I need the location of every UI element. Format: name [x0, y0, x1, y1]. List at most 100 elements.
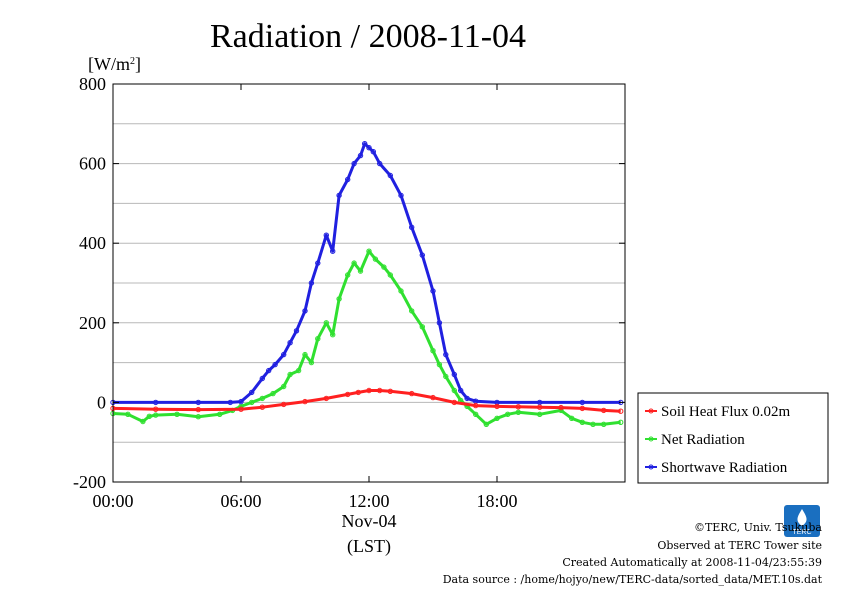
data-point [443, 351, 449, 358]
x-tick-label: 18:00 [476, 491, 517, 511]
data-point [377, 387, 383, 394]
data-point [494, 415, 500, 421]
data-point [281, 383, 287, 390]
data-point [505, 411, 511, 417]
data-point [451, 399, 457, 406]
data-point [601, 421, 607, 427]
data-point [336, 192, 342, 199]
data-point [308, 280, 315, 286]
data-point [537, 404, 543, 410]
data-point [366, 387, 372, 394]
data-point [366, 145, 372, 151]
data-point [125, 411, 131, 417]
series-1 [110, 248, 624, 427]
y-axis-ticks: 800 600 400 200 0 -200 [73, 74, 625, 492]
data-point [249, 399, 255, 406]
data-point [281, 351, 287, 358]
y-axis-unit-label: [W/m2] [88, 54, 141, 74]
data-point [537, 411, 543, 417]
data-point [302, 308, 308, 314]
data-point [409, 308, 415, 314]
series-line [113, 142, 621, 404]
data-point [174, 411, 180, 417]
data-point [398, 288, 404, 294]
data-point [579, 399, 585, 406]
series-0 [110, 387, 624, 414]
y-tick-label: 200 [79, 313, 106, 333]
data-point [153, 412, 159, 418]
x-axis-date-label: Nov-04 [342, 511, 397, 531]
data-point [357, 152, 364, 159]
data-point [153, 399, 159, 406]
data-point [387, 272, 393, 278]
data-point [618, 408, 624, 414]
data-point [558, 404, 564, 411]
data-point [515, 409, 521, 415]
terc-logo: TERC [784, 505, 820, 537]
data-point [217, 411, 223, 417]
data-point [315, 336, 321, 342]
data-point [409, 224, 415, 231]
data-point [195, 414, 202, 420]
data-point [315, 260, 321, 266]
data-point [436, 361, 443, 368]
copyright-text: ©TERC, Univ. Tsukuba [694, 521, 822, 534]
data-point [355, 389, 361, 396]
data-point [362, 141, 368, 147]
data-point [272, 361, 278, 368]
data-point [259, 404, 265, 410]
data-point [308, 359, 315, 366]
data-point [323, 395, 329, 402]
data-point [281, 401, 287, 408]
data-point [293, 328, 300, 334]
data-point [357, 268, 364, 274]
y-tick-label: 800 [79, 74, 106, 94]
created-text: Created Automatically at 2008-11-04/23:5… [562, 556, 822, 569]
data-point [195, 399, 202, 406]
water-drop-icon [797, 509, 807, 526]
data-point [153, 406, 159, 412]
data-point [409, 390, 415, 397]
data-point [330, 248, 336, 254]
legend-box [637, 392, 829, 484]
data-point [330, 332, 336, 338]
data-point [370, 149, 376, 155]
series-line [112, 389, 621, 413]
terc-logo-text: TERC [792, 529, 811, 536]
data-point [579, 419, 585, 425]
x-tick-label: 12:00 [348, 491, 389, 511]
y-tick-label: 400 [79, 233, 106, 253]
observed-text: Observed at TERC Tower site [657, 539, 822, 552]
data-point [436, 320, 443, 326]
data-point [259, 395, 265, 402]
data-point [569, 415, 575, 421]
data-point [443, 373, 449, 380]
data-point [430, 288, 436, 294]
data-point [295, 367, 302, 374]
data-point [372, 256, 379, 262]
x-tick-label: 06:00 [220, 491, 261, 511]
data-point [345, 176, 351, 183]
y-tick-label: -200 [73, 472, 106, 492]
x-axis-unit-label: (LST) [347, 536, 391, 557]
data-point [140, 418, 146, 425]
data-point [351, 160, 357, 167]
data-point [494, 403, 500, 410]
series-layer [110, 141, 624, 427]
data-point [238, 406, 244, 412]
legend-label: Shortwave Radiation [661, 460, 788, 476]
data-point [451, 387, 457, 394]
data-point [345, 391, 351, 398]
legend-swatch-dot [648, 464, 654, 470]
series-2 [110, 141, 624, 406]
data-point [323, 232, 329, 238]
data-point [515, 404, 521, 410]
data-point [377, 160, 383, 167]
data-point [287, 340, 293, 346]
data-point [398, 192, 404, 199]
data-point [419, 252, 425, 258]
data-point [451, 371, 457, 378]
data-point [323, 320, 329, 326]
y-tick-label: 600 [79, 154, 106, 174]
